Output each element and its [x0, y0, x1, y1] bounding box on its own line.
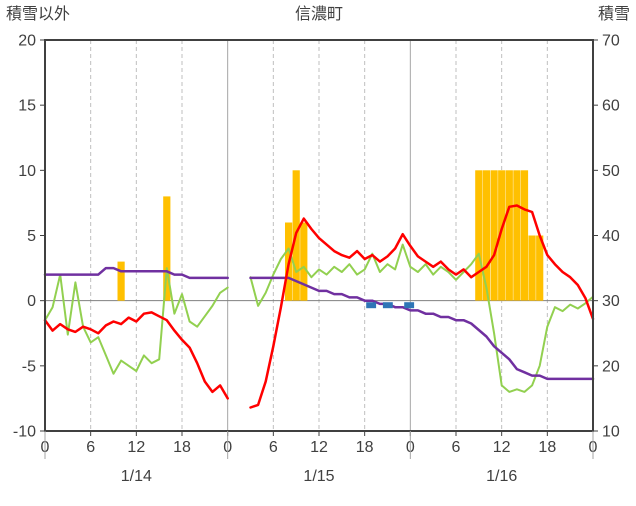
- svg-text:0: 0: [27, 293, 36, 310]
- x-axis-day-labels: 1/14 1/15 1/16: [44, 431, 594, 485]
- orange-bars: [117, 170, 544, 301]
- svg-text:15: 15: [18, 98, 36, 115]
- svg-text:70: 70: [602, 33, 620, 50]
- right-axis-title: 積雪: [597, 6, 630, 23]
- left-axis-title: 積雪以外: [6, 6, 71, 23]
- svg-text:18: 18: [356, 439, 374, 456]
- svg-text:1/15: 1/15: [303, 468, 334, 485]
- purple-line: [43, 266, 595, 381]
- svg-text:60: 60: [602, 98, 620, 115]
- svg-text:-10: -10: [13, 424, 36, 441]
- chart-title: 信濃町: [294, 6, 343, 23]
- x-axis-ticks: 0 6 12 18 0 6 12 18 0 6 12 18 0: [41, 431, 598, 456]
- svg-text:12: 12: [493, 439, 511, 456]
- svg-text:10: 10: [602, 424, 620, 441]
- svg-text:1/16: 1/16: [486, 468, 517, 485]
- svg-text:30: 30: [602, 293, 620, 310]
- svg-text:18: 18: [538, 439, 556, 456]
- svg-text:10: 10: [18, 163, 36, 180]
- right-axis-ticks: 70 60 50 40 30 20 10: [593, 33, 620, 441]
- svg-text:20: 20: [602, 358, 620, 375]
- svg-text:12: 12: [310, 439, 328, 456]
- svg-text:5: 5: [27, 228, 36, 245]
- red-line: [43, 204, 595, 409]
- svg-text:18: 18: [173, 439, 191, 456]
- svg-text:-5: -5: [22, 358, 36, 375]
- svg-text:20: 20: [18, 33, 36, 50]
- svg-text:6: 6: [86, 439, 95, 456]
- svg-text:12: 12: [127, 439, 145, 456]
- svg-text:50: 50: [602, 163, 620, 180]
- left-axis-ticks: 20 15 10 5 0 -5 -10: [13, 33, 45, 441]
- svg-text:6: 6: [452, 439, 461, 456]
- svg-text:40: 40: [602, 228, 620, 245]
- svg-text:6: 6: [269, 439, 278, 456]
- svg-text:1/14: 1/14: [121, 468, 152, 485]
